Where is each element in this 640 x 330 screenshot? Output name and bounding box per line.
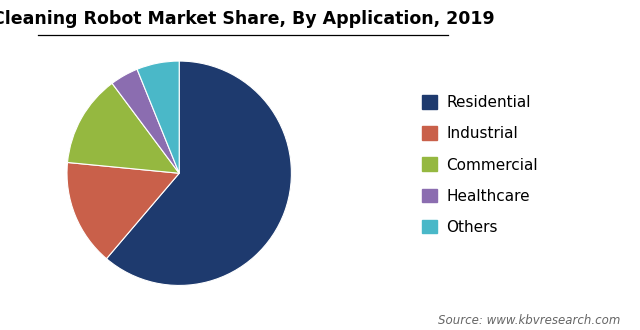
Legend: Residential, Industrial, Commercial, Healthcare, Others: Residential, Industrial, Commercial, Hea…	[416, 89, 544, 241]
Wedge shape	[67, 83, 179, 173]
Text: Cleaning Robot Market Share, By Application, 2019: Cleaning Robot Market Share, By Applicat…	[0, 10, 495, 28]
Wedge shape	[137, 61, 179, 173]
Text: Source: www.kbvresearch.com: Source: www.kbvresearch.com	[438, 314, 621, 327]
Wedge shape	[106, 61, 291, 285]
Wedge shape	[67, 162, 179, 259]
Wedge shape	[112, 69, 179, 173]
